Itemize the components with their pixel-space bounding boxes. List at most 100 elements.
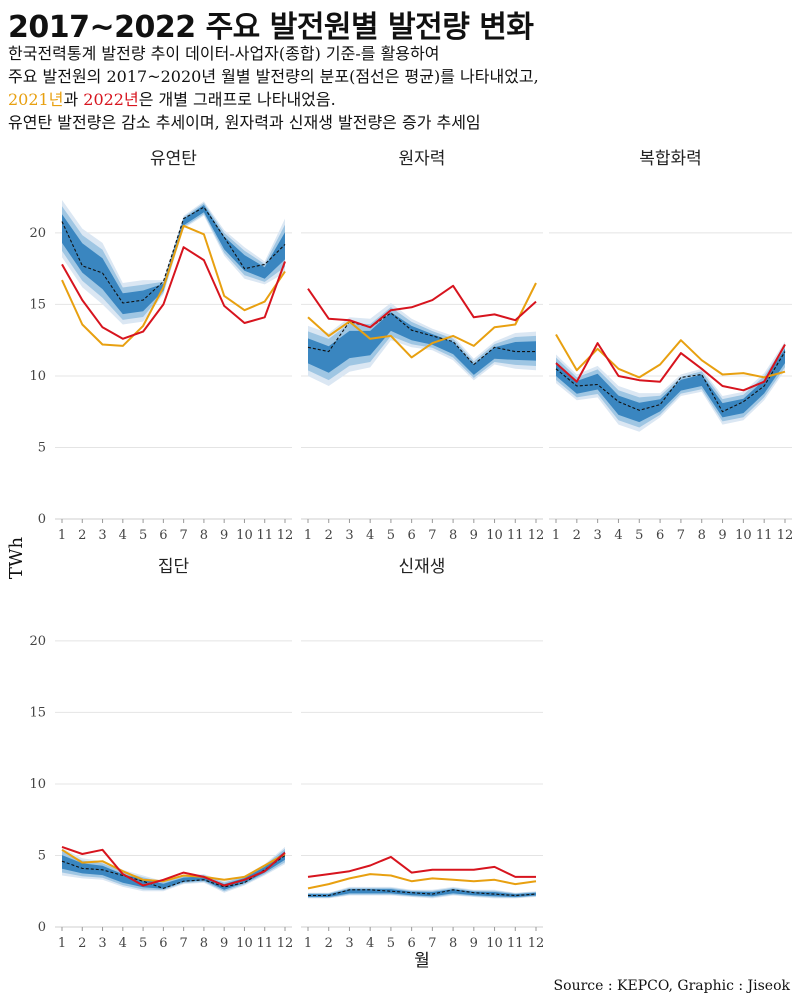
y-tick-label: 20 [29,226,46,241]
x-tick-label: 7 [179,936,187,951]
series-mean-line [307,312,536,366]
source-credit: Source : KEPCO, Graphic : Jiseok [553,978,790,994]
x-tick-label: 3 [98,936,106,951]
x-tick-label: 11 [256,936,273,951]
y-tick-label: 20 [29,634,46,649]
x-tick-label: 6 [159,936,167,951]
y-tick-label: 15 [29,705,46,720]
x-tick-label: 4 [366,936,374,951]
x-tick-label: 12 [277,528,294,543]
x-tick-label: 3 [345,528,353,543]
subtitle-line-3-end: 은 개별 그래프로 나타내었음. [138,90,336,109]
x-tick-label: 6 [407,936,415,951]
x-tick-label: 8 [449,528,457,543]
x-tick-label: 5 [635,528,643,543]
band-inner [62,851,285,890]
x-tick-label: 1 [58,528,66,543]
subtitle-line-3-mid: 과 [63,90,84,109]
band-inner [62,205,285,315]
panel-title: 복합화력 [639,149,702,169]
panel-title: 신재생 [399,557,446,577]
x-tick-label: 5 [387,528,395,543]
x-tick-label: 2 [325,528,333,543]
panel-title: 유연탄 [150,149,197,169]
x-tick-label: 8 [449,936,457,951]
x-tick-label: 2 [78,936,86,951]
x-tick-label: 6 [159,528,167,543]
x-tick-label: 4 [614,528,622,543]
y-tick-label: 10 [29,777,46,792]
series-mean-line [61,855,286,889]
y-tick-label: 0 [38,512,46,527]
x-tick-label: 1 [304,528,312,543]
x-tick-label: 6 [407,528,415,543]
chart-title: 2017~2022 주요 발전원별 발전량 변화 [8,10,534,45]
x-tick-label: 12 [777,528,794,543]
x-tick-label: 10 [236,528,253,543]
series-2022-line [307,855,536,878]
x-tick-label: 3 [345,936,353,951]
series-2021-line [307,873,537,890]
x-tick-label: 2 [325,936,333,951]
x-tick-label: 7 [428,936,436,951]
x-tick-label: 11 [507,936,524,951]
x-tick-label: 2 [573,528,581,543]
series-mean-line [308,889,537,897]
x-tick-label: 1 [552,528,560,543]
band-inner [556,348,785,423]
subtitle-line-4: 유연탄 발전량은 감소 추세이며, 원자력과 신재생 발전량은 증가 추세임 [8,113,481,132]
y-tick-label: 0 [38,920,46,935]
subtitle-line-3: 2021년과 2022년은 개별 그래프로 나타내었음. [8,88,539,111]
x-tick-label: 4 [366,528,374,543]
x-tick-label: 5 [139,936,147,951]
x-tick-label: 8 [200,936,208,951]
series-2022-line [555,342,786,392]
panel-title: 집단 [158,557,190,577]
series-2022-line [61,845,286,887]
x-tick-label: 9 [220,936,228,951]
x-tick-label: 4 [119,528,127,543]
series-2021-line [61,848,286,883]
x-tick-label: 7 [428,528,436,543]
series-2021-line [61,224,286,347]
legend-2021-label: 2021년 [8,90,64,109]
x-tick-label: 10 [735,528,752,543]
x-tick-label: 9 [470,528,478,543]
x-tick-label: 7 [179,528,187,543]
x-tick-label: 12 [277,936,294,951]
chart-subtitle: 한국전력통계 발전량 추이 데이터-사업자(종합) 기준-를 활용하여 주요 발… [8,42,539,134]
x-tick-label: 11 [256,528,273,543]
panel-title: 원자력 [399,149,446,169]
y-axis-label: TWh [6,537,27,580]
x-tick-label: 8 [698,528,706,543]
band-inner [308,312,536,375]
x-tick-label: 9 [470,936,478,951]
y-tick-label: 15 [29,297,46,312]
x-tick-label: 8 [200,528,208,543]
series-2022-line [61,246,286,340]
x-tick-label: 1 [304,936,312,951]
x-tick-label: 12 [528,936,545,951]
series-2022-line [307,284,537,329]
x-tick-label: 7 [677,528,685,543]
x-tick-label: 5 [139,528,147,543]
x-tick-label: 1 [58,936,66,951]
x-tick-label: 9 [220,528,228,543]
x-tick-label: 11 [756,528,773,543]
x-tick-label: 11 [507,528,524,543]
x-tick-label: 5 [387,936,395,951]
series-2021-line [555,333,786,379]
x-tick-label: 10 [486,936,503,951]
subtitle-line-1: 한국전력통계 발전량 추이 데이터-사업자(종합) 기준-를 활용하여 [8,44,440,63]
x-tick-label: 2 [78,528,86,543]
y-tick-label: 10 [29,369,46,384]
x-tick-label: 10 [236,936,253,951]
x-tick-label: 3 [98,528,106,543]
x-tick-label: 4 [119,936,127,951]
subtitle-line-2: 주요 발전원의 2017~2020년 월별 발전량의 분포(점선은 평균)를 나… [8,67,539,86]
